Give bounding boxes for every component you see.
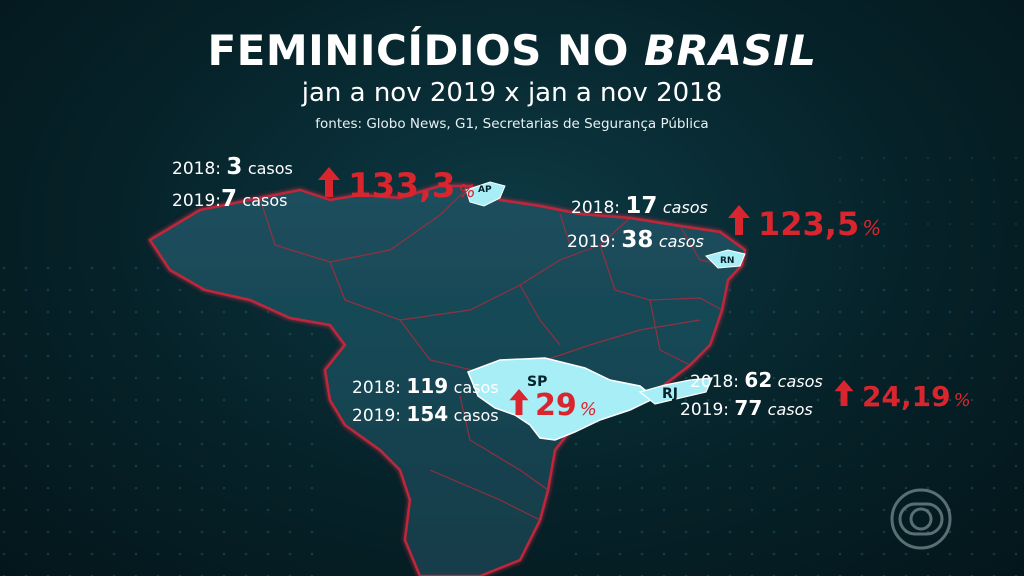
sp-2019-label: 2019: xyxy=(352,406,401,426)
ap-2019-label: 2019: xyxy=(172,191,221,211)
sp-change-value: 29 xyxy=(535,388,577,423)
rn-2019-unit: casos xyxy=(658,232,704,251)
rj-2018-stat: 2018: 62 casos xyxy=(690,368,823,392)
rn-change: 123,5% xyxy=(728,205,881,243)
rn-2019-stat: 2019: 38 casos xyxy=(567,227,704,253)
sp-2018-stat: 2018: 119 casos xyxy=(352,374,499,398)
rn-2018-unit: casos xyxy=(662,198,708,217)
sp-2019-unit: casos xyxy=(453,406,499,425)
rj-change: 24,19% xyxy=(834,380,971,413)
rn-2019-label: 2019: xyxy=(567,232,616,252)
ap-change-value: 133,3 xyxy=(348,166,456,206)
state-rn-shape xyxy=(705,249,746,269)
ap-2018-stat: 2018: 3 casos xyxy=(172,154,293,180)
state-sp-shape xyxy=(467,357,657,441)
up-arrow-icon xyxy=(834,380,854,406)
state-sp-code: SP xyxy=(527,374,548,390)
title-text: FEMINICÍDIOS NO xyxy=(207,26,645,75)
sp-2019-value: 154 xyxy=(406,402,449,426)
sp-change: 29% xyxy=(509,388,597,423)
up-arrow-icon xyxy=(728,205,750,235)
state-ap-code: AP xyxy=(478,185,492,195)
ap-2018-value: 3 xyxy=(226,154,243,180)
state-ap-shape xyxy=(465,181,506,207)
ap-change: 133,3% xyxy=(318,166,476,206)
ap-2018-label: 2018: xyxy=(172,159,221,179)
rj-2018-value: 62 xyxy=(744,368,773,392)
rn-change-value: 123,5 xyxy=(758,205,860,243)
state-rj-shape xyxy=(638,377,713,405)
sp-change-unit: % xyxy=(579,399,597,420)
ap-change-unit: % xyxy=(458,181,476,202)
sp-2018-unit: casos xyxy=(453,378,499,397)
rn-2018-stat: 2018: 17 casos xyxy=(571,193,708,219)
rj-2019-stat: 2019: 77 casos xyxy=(680,396,813,420)
sources-note: fontes: Globo News, G1, Secretarias de S… xyxy=(315,116,709,132)
rj-2019-unit: casos xyxy=(767,400,813,419)
up-arrow-icon xyxy=(509,389,529,415)
sp-2019-stat: 2019: 154 casos xyxy=(352,402,499,426)
globo-logo-icon xyxy=(890,488,952,550)
rj-2018-label: 2018: xyxy=(690,372,739,392)
rj-2019-label: 2019: xyxy=(680,400,729,420)
ap-2018-unit: casos xyxy=(247,159,293,178)
title-emphasis: BRASIL xyxy=(644,26,817,75)
ap-2019-value: 7 xyxy=(221,186,238,212)
rj-2018-unit: casos xyxy=(777,372,823,391)
rn-2019-value: 38 xyxy=(621,227,654,253)
ap-2019-stat: 2019:7 casos xyxy=(172,186,287,212)
rj-2019-value: 77 xyxy=(734,396,763,420)
page-title: FEMINICÍDIOS NO BRASIL xyxy=(0,26,1024,75)
ap-2019-unit: casos xyxy=(242,191,288,210)
rj-change-unit: % xyxy=(953,390,971,411)
rn-2018-label: 2018: xyxy=(571,198,620,218)
rn-2018-value: 17 xyxy=(625,193,658,219)
state-rn-code: RN xyxy=(720,256,734,266)
rj-change-value: 24,19 xyxy=(862,380,951,413)
up-arrow-icon xyxy=(318,167,340,197)
rn-change-unit: % xyxy=(862,216,882,240)
sp-2018-value: 119 xyxy=(406,374,449,398)
state-rj-code: RJ xyxy=(662,386,678,402)
page-subtitle: jan a nov 2019 x jan a nov 2018 xyxy=(301,78,723,108)
sp-2018-label: 2018: xyxy=(352,378,401,398)
